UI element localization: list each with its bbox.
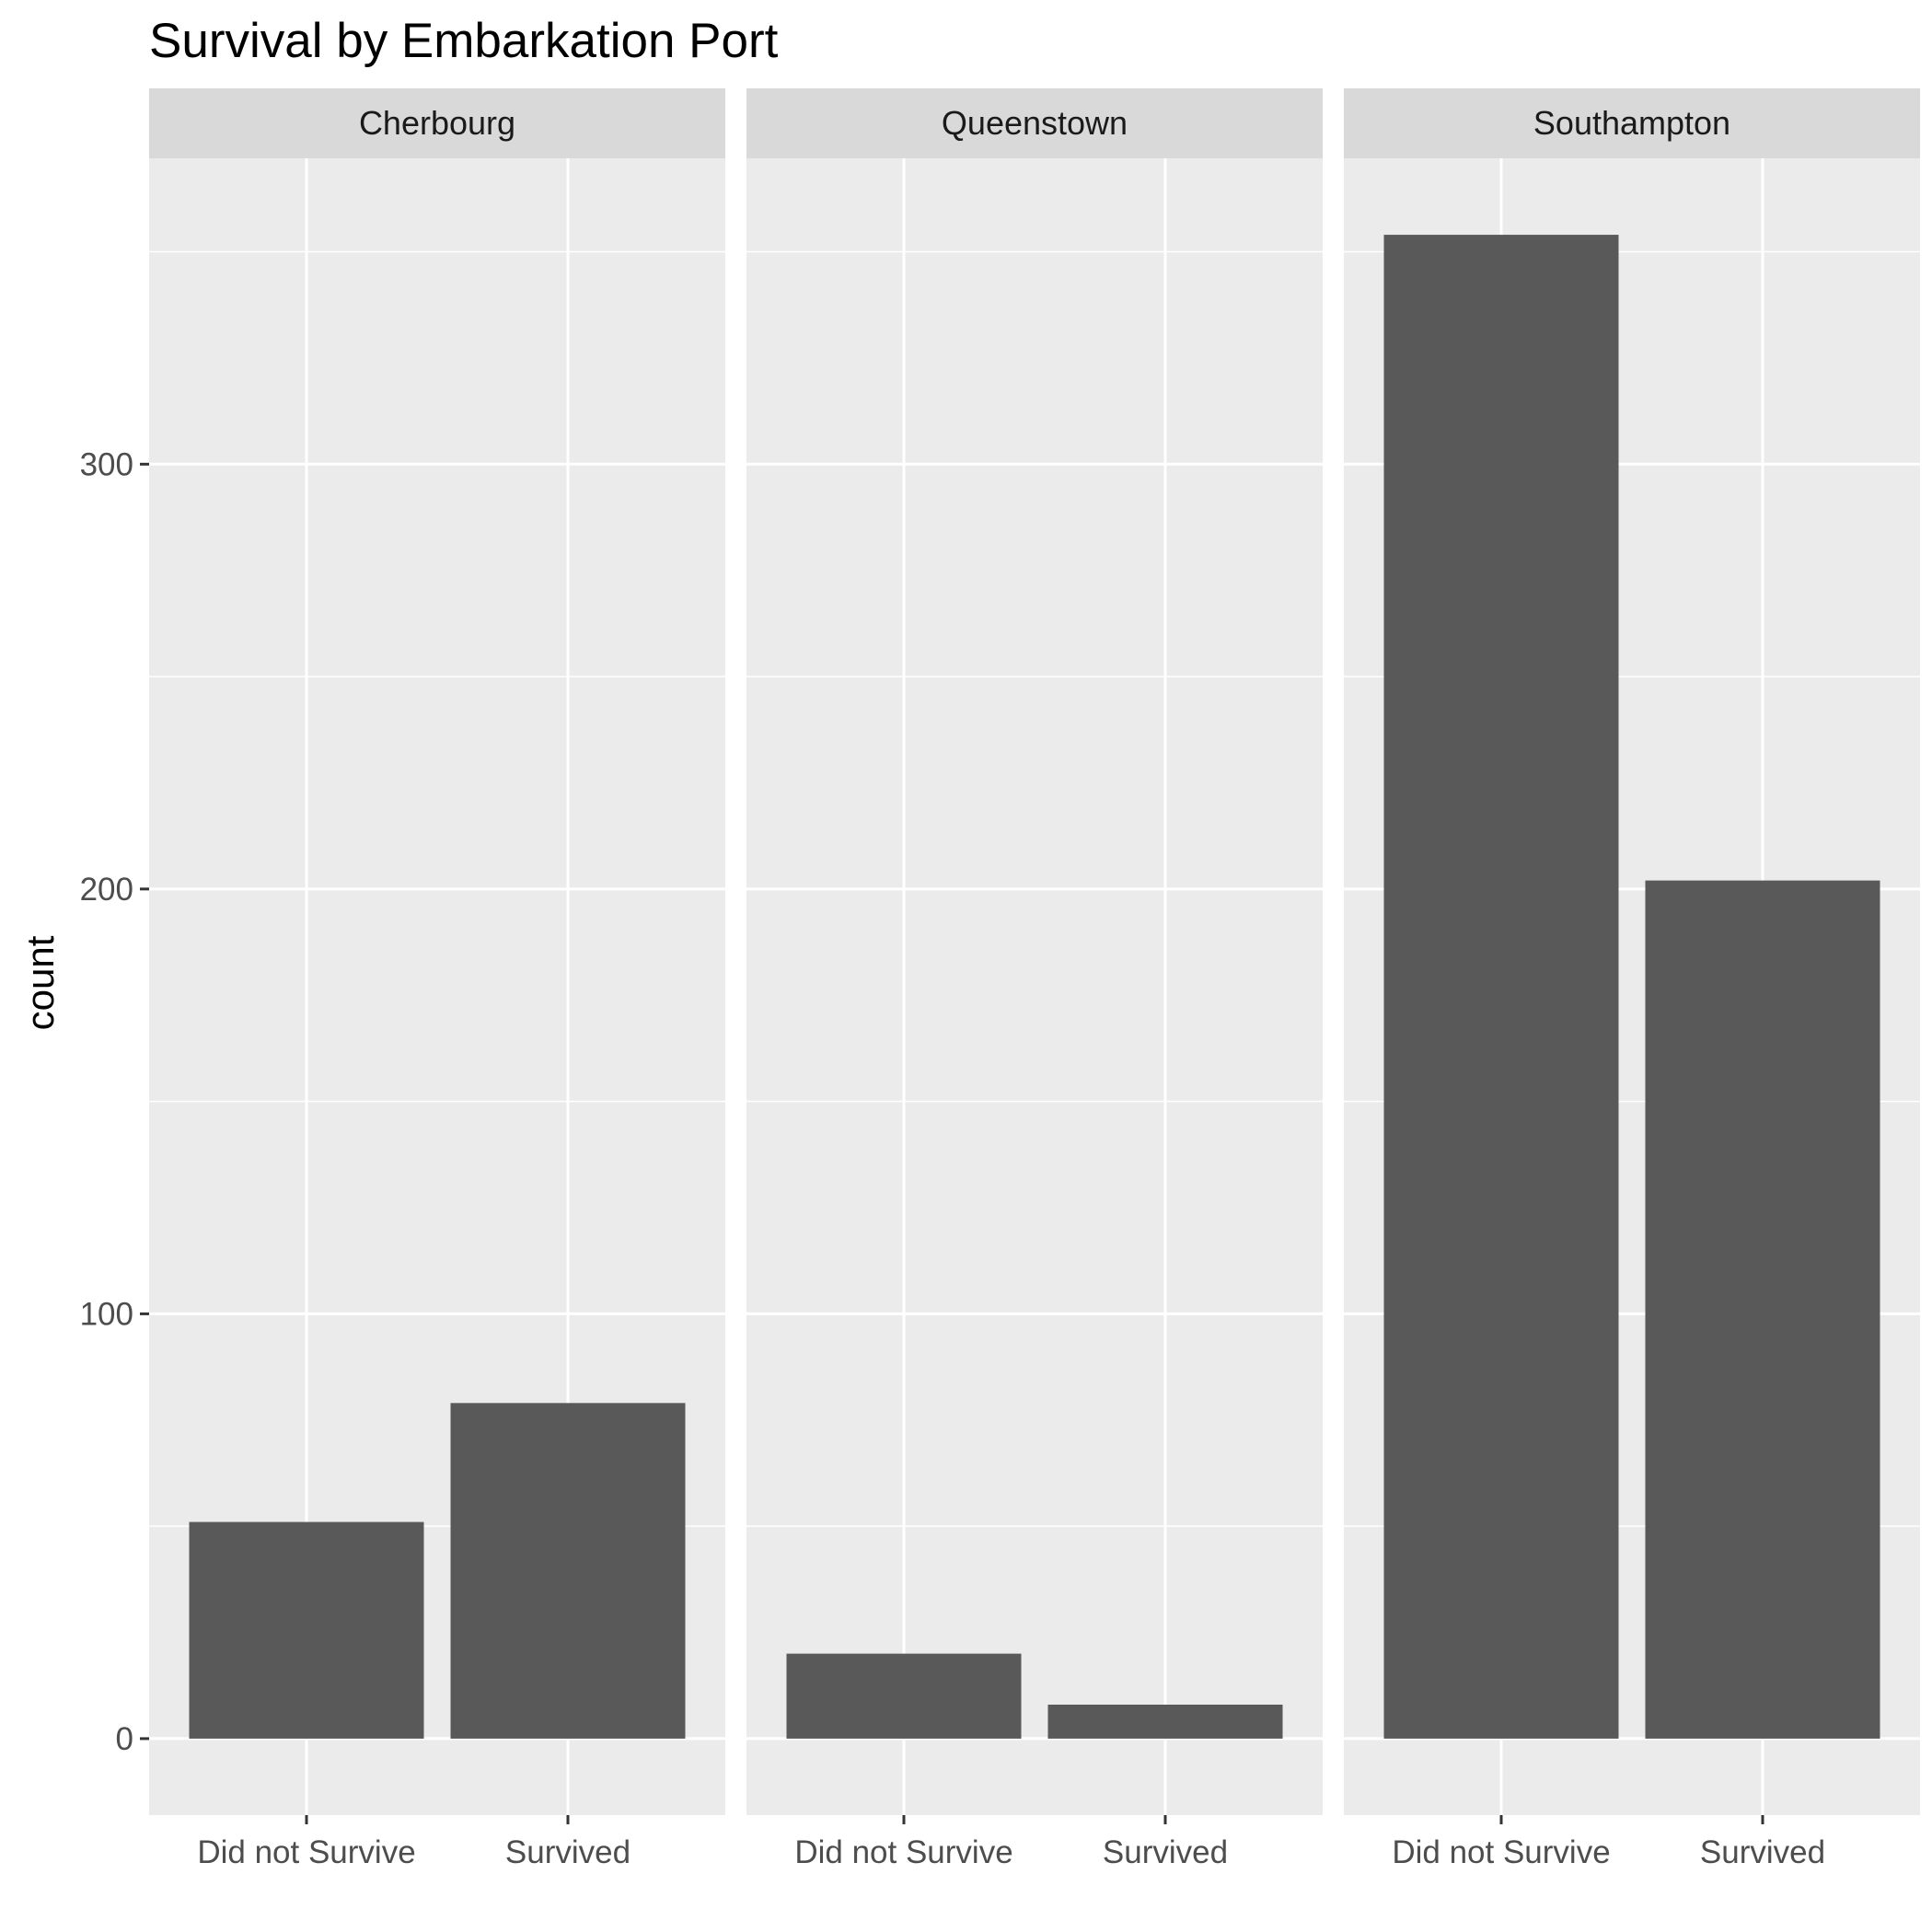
facet-panel-cherbourg: Cherbourg Did not Survive Survived — [149, 88, 725, 1870]
x-tick-label: Did not Survive — [794, 1834, 1012, 1870]
facet-strip — [149, 88, 725, 158]
facet-strip — [1344, 88, 1920, 158]
facet-strip-label: Southampton — [1533, 104, 1730, 142]
x-tick-label: Survived — [505, 1834, 631, 1870]
x-tick-label: Survived — [1103, 1834, 1228, 1870]
y-tick-label: 300 — [80, 446, 133, 482]
bar-cherbourg-did-not-survive — [189, 1521, 424, 1739]
y-axis-title: count — [18, 935, 62, 1030]
y-axis: 0 100 200 300 — [80, 446, 149, 1757]
x-tick-label: Survived — [1700, 1834, 1825, 1870]
bar-southampton-survived — [1645, 880, 1880, 1739]
facet-panel-queenstown: Queenstown Did not Survive Survived — [746, 88, 1323, 1870]
chart-title: Survival by Embarkation Port — [149, 14, 779, 68]
facet-strip — [746, 88, 1323, 158]
panel-background — [746, 158, 1323, 1815]
y-tick-label: 200 — [80, 872, 133, 908]
facet-panel-southampton: Southampton Did not Survive Survived — [1344, 88, 1920, 1870]
bar-queenstown-did-not-survive — [786, 1653, 1022, 1739]
bar-cherbourg-survived — [450, 1403, 686, 1739]
y-tick-label: 0 — [116, 1721, 133, 1757]
x-tick-label: Did not Survive — [1392, 1834, 1610, 1870]
x-tick-label: Did not Survive — [197, 1834, 415, 1870]
bar-queenstown-survived — [1047, 1705, 1283, 1739]
facet-strip-label: Queenstown — [942, 104, 1128, 142]
y-tick-label: 100 — [80, 1296, 133, 1332]
facet-strip-label: Cherbourg — [359, 104, 515, 142]
bar-southampton-did-not-survive — [1383, 235, 1619, 1739]
